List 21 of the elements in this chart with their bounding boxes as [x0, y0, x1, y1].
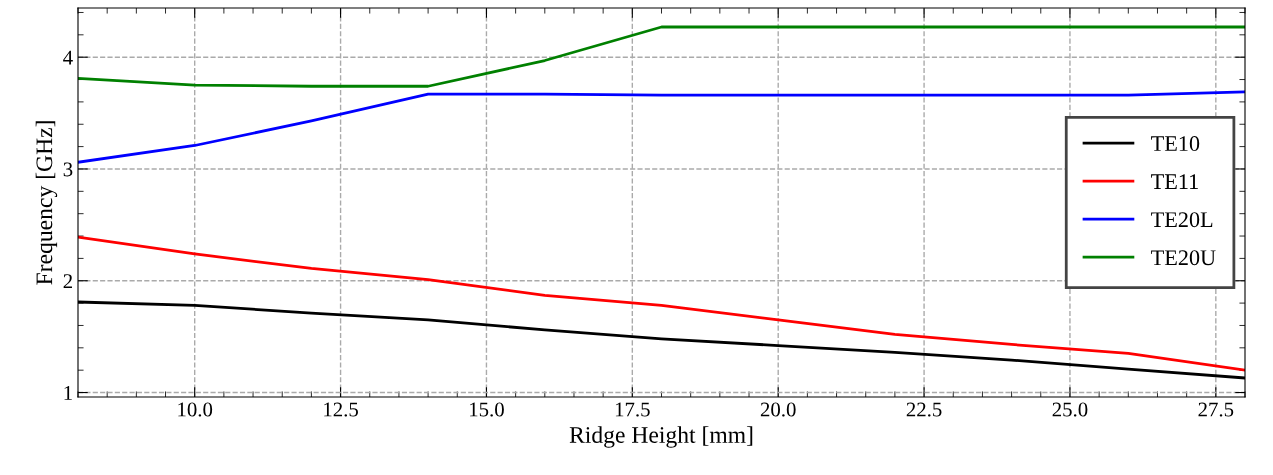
- y-tick-label: 3: [63, 162, 73, 177]
- legend-label: TE11: [1151, 174, 1198, 189]
- y-tick-label: 4: [63, 50, 73, 65]
- line-series: [78, 25, 1245, 88]
- legend-label: TE20L: [1151, 212, 1213, 228]
- legend-label: TE20U: [1151, 250, 1216, 266]
- y-tick-label: 2: [63, 274, 72, 288]
- x-tick-label: 27.5: [1198, 402, 1234, 417]
- x-tick-label: 12.5: [324, 402, 358, 417]
- y-axis-title: Frequency [GHz]: [35, 121, 58, 285]
- x-axis-title: Ridge Height [mm]: [569, 426, 753, 448]
- y-tick-label: 1: [64, 386, 72, 400]
- x-tick-label: 10.0: [178, 402, 213, 417]
- x-tick-label: 15.0: [470, 402, 504, 417]
- line-series: [78, 235, 1245, 372]
- x-tick-label: 20.0: [760, 402, 796, 417]
- line-series: [78, 90, 1245, 164]
- x-tick-label: 17.5: [615, 402, 650, 417]
- legend-label: TE10: [1151, 136, 1200, 152]
- x-tick-label: 25.0: [1052, 402, 1088, 417]
- x-tick-label: 22.5: [906, 402, 942, 417]
